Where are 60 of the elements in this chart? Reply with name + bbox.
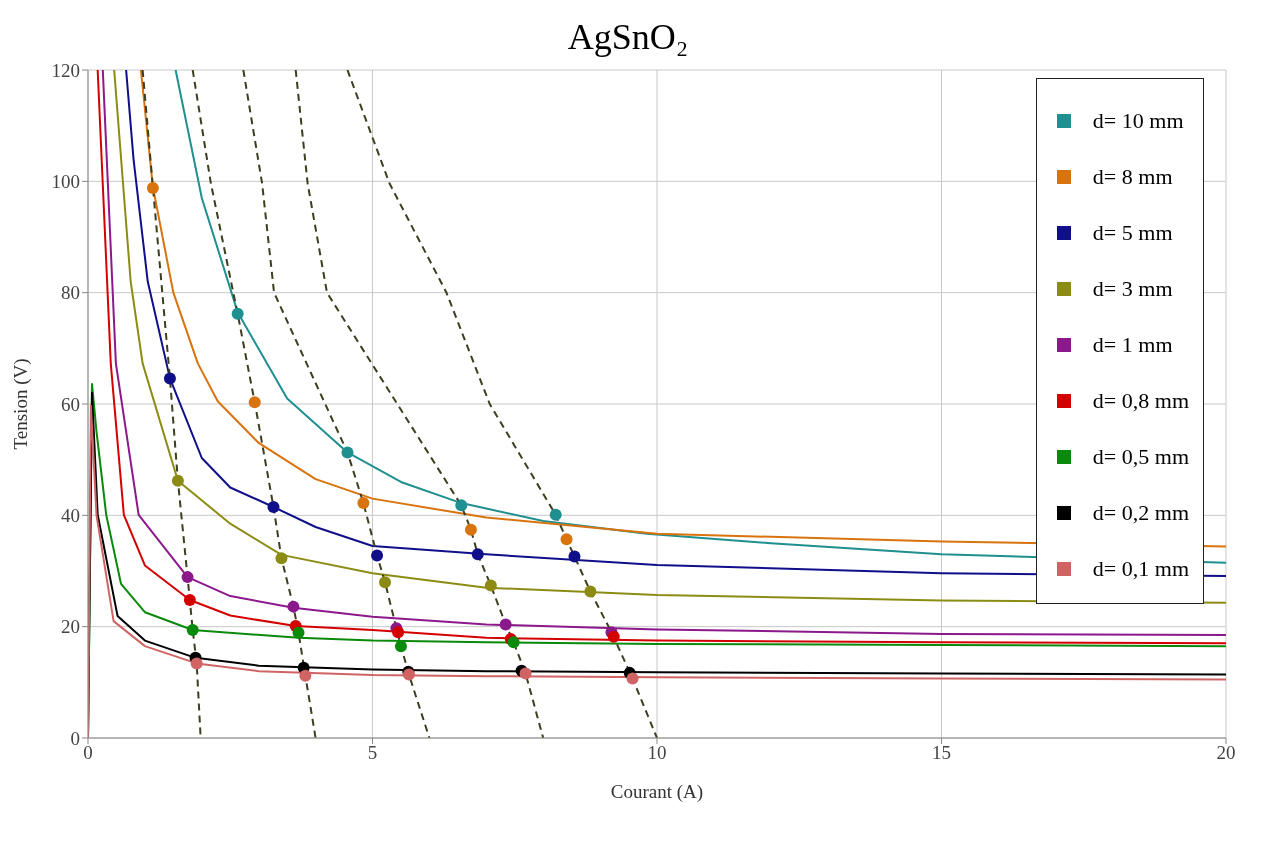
point — [171, 474, 184, 487]
legend-label: d= 0,8 mm — [1092, 388, 1189, 414]
point — [231, 307, 244, 320]
legend-label: d= 5 mm — [1092, 220, 1173, 246]
point — [287, 600, 300, 613]
point — [549, 508, 562, 521]
point — [299, 669, 312, 682]
line-series — [294, 70, 545, 738]
legend-label: d= 0,5 mm — [1092, 444, 1189, 470]
point — [181, 571, 194, 584]
x-tick-label: 15 — [932, 742, 951, 764]
point — [455, 499, 468, 512]
point — [186, 624, 199, 637]
y-tick-label: 60 — [61, 393, 80, 415]
y-tick-label: 80 — [61, 282, 80, 304]
point — [357, 497, 370, 510]
point — [394, 640, 407, 653]
point — [275, 552, 288, 565]
x-tick-label: 20 — [1216, 742, 1236, 764]
chart-title: AgSnO₂ — [566, 16, 690, 58]
y-tick-label: 20 — [61, 616, 80, 638]
y-tick-label: 40 — [61, 505, 80, 527]
point — [292, 626, 305, 639]
point — [568, 550, 581, 563]
point — [507, 636, 520, 649]
legend-label: d= 0,2 mm — [1092, 500, 1189, 526]
point — [584, 585, 597, 598]
legend-label: d= 10 mm — [1092, 108, 1184, 134]
line-series — [346, 70, 658, 738]
y-tick-label: 0 — [70, 727, 80, 749]
legend-label: d= 8 mm — [1092, 164, 1173, 190]
point — [267, 500, 280, 513]
point — [484, 579, 497, 592]
point — [146, 182, 159, 195]
y-axis-title: Tension (V) — [9, 358, 32, 450]
point — [190, 657, 203, 670]
point — [607, 630, 620, 643]
y-tick-label: 120 — [51, 59, 80, 81]
point — [519, 667, 532, 680]
line-series — [191, 70, 317, 738]
point — [371, 549, 384, 562]
legend-label: d= 3 mm — [1092, 276, 1173, 302]
point — [248, 396, 261, 409]
point — [163, 372, 176, 385]
legend-label: d= 0,1 mm — [1092, 556, 1189, 582]
point — [392, 626, 405, 639]
point — [341, 446, 354, 459]
line-series — [242, 70, 431, 738]
point — [560, 533, 573, 546]
point — [471, 548, 484, 561]
x-axis-title: Courant (A) — [610, 781, 704, 803]
y-tick-label: 100 — [51, 171, 80, 193]
legend-label: d= 1 mm — [1092, 332, 1173, 358]
x-tick-label: 10 — [647, 742, 667, 764]
point — [379, 576, 392, 589]
point — [183, 593, 196, 606]
point — [626, 672, 639, 685]
point — [464, 523, 477, 536]
x-tick-label: 5 — [367, 742, 378, 764]
point — [499, 618, 512, 631]
